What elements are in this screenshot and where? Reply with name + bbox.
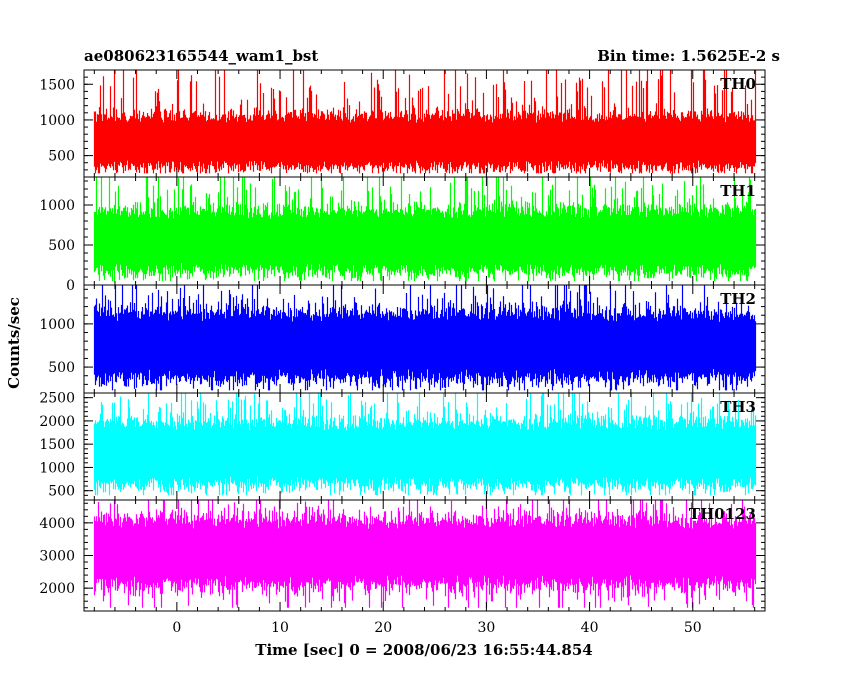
panel-label: TH0123 — [689, 505, 756, 523]
panel-label: TH1 — [720, 182, 756, 200]
panel-th1: 0 500 1000 TH1 — [39, 176, 766, 294]
y-tick-label: 500 — [48, 149, 75, 165]
x-axis-label: Time [sec] 0 = 2008/06/23 16:55:44.854 — [255, 641, 592, 659]
panel-label: TH2 — [720, 290, 756, 308]
y-tick-label: 500 — [48, 238, 75, 254]
series-th1 — [93, 177, 757, 281]
y-tick-label: 1500 — [39, 437, 75, 453]
panel-th0123: 2000 3000 4000 TH0123 — [39, 499, 766, 612]
y-tick-label: 2000 — [39, 414, 75, 430]
y-tick-label: 1000 — [39, 198, 75, 214]
y-tick-label: 1500 — [39, 77, 75, 93]
panel-th2: 500 1000 TH2 — [39, 284, 766, 394]
y-axis-label: Counts/sec — [5, 297, 23, 389]
series-th0 — [93, 70, 757, 174]
x-tick-label: 0 — [172, 620, 181, 636]
y-tick-label: 4000 — [39, 516, 75, 532]
y-tick-label: 1000 — [39, 460, 75, 476]
panel-label: TH0 — [720, 75, 756, 93]
y-tick-label: 1000 — [39, 113, 75, 129]
y-tick-label: 1000 — [39, 317, 75, 333]
panel-label: TH3 — [720, 398, 756, 416]
x-tick-label: 50 — [684, 620, 702, 636]
series-th0123 — [93, 500, 757, 608]
y-tick-label: 3000 — [39, 549, 75, 565]
y-tick-label: 2500 — [39, 391, 75, 407]
series-th2 — [93, 285, 757, 391]
chart-subtitle: Bin time: 1.5625E-2 s — [597, 47, 780, 65]
chart-title: ae080623165544_wam1_bst — [84, 47, 318, 65]
y-tick-label: 0 — [66, 278, 75, 294]
series-th3 — [93, 393, 757, 496]
x-tick-label: 30 — [477, 620, 495, 636]
y-tick-label: 500 — [48, 360, 75, 376]
y-tick-label: 2000 — [39, 581, 75, 597]
x-tick-label: 10 — [271, 620, 289, 636]
x-tick-label: 40 — [581, 620, 599, 636]
panel-th3: 500 1000 1500 2000 2500 TH3 — [39, 391, 766, 501]
y-tick-label: 500 — [48, 484, 75, 500]
x-tick-label: 20 — [374, 620, 392, 636]
panel-th0: 500 1000 1500 TH0 — [39, 69, 766, 178]
